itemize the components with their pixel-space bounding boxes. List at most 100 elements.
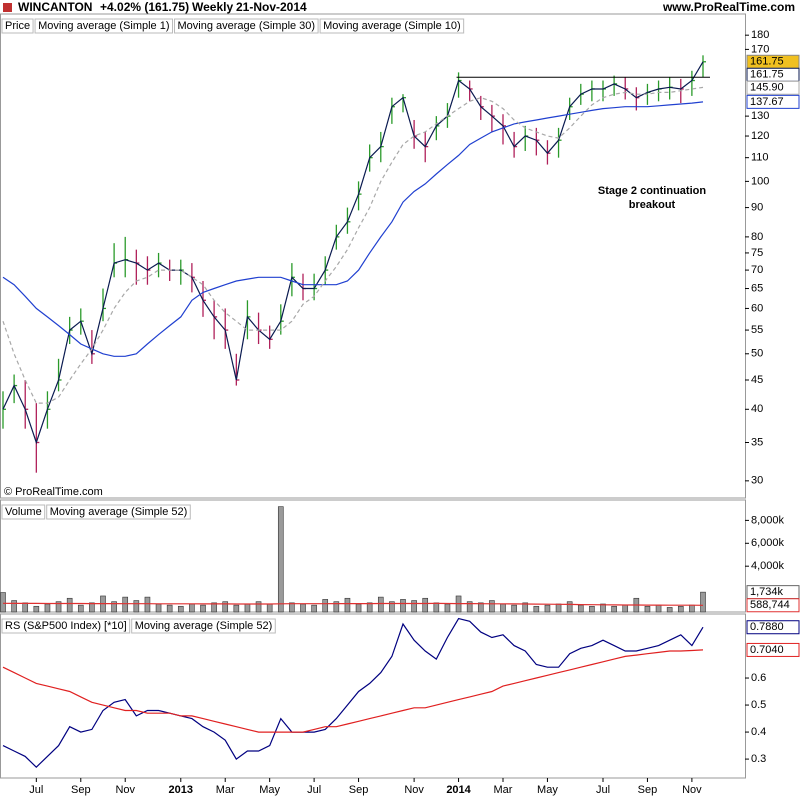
y-tick-label: 170	[751, 43, 769, 55]
volume-bar	[355, 603, 362, 613]
volume-bar	[177, 605, 184, 613]
volume-bar	[533, 605, 540, 613]
y-tick-label: 110	[751, 152, 769, 164]
volume-bar	[300, 603, 306, 613]
volume-bar	[266, 603, 273, 613]
volume-bar	[589, 605, 595, 613]
volume-bar	[577, 604, 584, 613]
legend-box	[1, 18, 34, 34]
panel-frame	[0, 13, 746, 499]
y-tick-label: 75	[751, 247, 763, 259]
y-tick-label: 35	[751, 436, 763, 448]
volume-bar	[89, 602, 95, 613]
value-label: 0.7040	[750, 644, 784, 656]
y-tick-label: 30	[751, 475, 763, 487]
series-line	[2, 86, 704, 404]
volume-bar	[466, 601, 473, 613]
x-tick-label: Sep	[71, 784, 91, 796]
x-tick-label: Nov	[115, 784, 135, 796]
volume-bar	[611, 605, 617, 613]
legend-box	[174, 18, 319, 34]
volume-bar	[66, 597, 73, 613]
value-box	[746, 642, 800, 657]
legend-entry: Moving average (Simple 30)	[178, 20, 316, 32]
y-tick-label: 0.4	[751, 726, 766, 738]
change: +4.02% (161.75)	[100, 0, 189, 14]
volume-bar	[489, 600, 495, 613]
volume-bar	[33, 605, 40, 613]
app-icon	[3, 3, 12, 12]
volume-bar	[122, 596, 129, 613]
annotation: breakout	[629, 199, 676, 211]
x-tick-label: Jul	[29, 784, 43, 796]
legend-box	[34, 18, 174, 34]
volume-bar	[644, 605, 651, 613]
volume-bar	[622, 604, 629, 613]
volume-bar	[666, 607, 673, 613]
y-tick-label: 90	[751, 201, 763, 213]
value-label: 145.90	[750, 82, 784, 94]
volume-bar	[111, 601, 117, 613]
series-line	[2, 602, 704, 606]
value-label: 588,744	[750, 599, 790, 611]
volume-bar	[544, 604, 551, 613]
y-tick-label: 45	[751, 374, 763, 386]
legend-box	[46, 504, 191, 520]
y-tick-label: 40	[751, 403, 763, 415]
x-tick-label: Mar	[216, 784, 235, 796]
y-tick-label: 120	[751, 130, 769, 142]
volume-bar	[477, 602, 484, 613]
volume-bar	[222, 601, 229, 613]
volume-bar	[566, 601, 573, 613]
volume-bar	[144, 596, 151, 613]
value-box	[746, 620, 800, 635]
volume-bar	[511, 604, 517, 613]
volume-bar	[189, 603, 195, 613]
legend-entry: RS (S&P500 Index) [*10]	[5, 620, 127, 632]
y-tick-label: 50	[751, 348, 763, 360]
y-tick-label: 70	[751, 264, 763, 276]
volume-bar	[555, 603, 562, 613]
volume-bar	[366, 602, 373, 613]
volume-bar	[500, 603, 506, 613]
series-line	[2, 649, 704, 733]
x-tick-label: Mar	[494, 784, 513, 796]
volume-bar	[44, 603, 51, 613]
date: 21-Nov-2014	[236, 0, 307, 14]
volume-bar	[133, 600, 140, 613]
volume-bar	[322, 599, 329, 613]
symbol: WINCANTON	[18, 0, 92, 14]
value-label: 1,734k	[750, 586, 784, 598]
legend-entry: Price	[5, 20, 30, 32]
y-tick-label: 0.5	[751, 699, 766, 711]
value-label: 137.67	[750, 96, 784, 108]
series-line	[2, 101, 704, 357]
volume-bar	[233, 604, 240, 613]
y-tick-label: 0.6	[751, 672, 766, 684]
volume-bar	[411, 600, 417, 613]
volume-bar	[155, 603, 162, 613]
legend-box	[319, 18, 465, 34]
legend-box	[1, 504, 46, 520]
volume-bar	[166, 604, 173, 613]
y-tick-label: 55	[751, 324, 763, 336]
x-tick-label: Nov	[682, 784, 702, 796]
volume-bar	[655, 604, 662, 613]
x-tick-label: May	[259, 784, 280, 796]
value-box	[746, 80, 800, 95]
x-tick-label: Nov	[404, 784, 424, 796]
x-tick-label: 2014	[446, 784, 471, 796]
y-tick-label: 6,000k	[751, 537, 785, 549]
y-tick-label: 8,000k	[751, 514, 785, 526]
volume-bar	[55, 601, 62, 613]
legend-entry: Moving average (Simple 10)	[323, 20, 461, 32]
y-tick-label: 60	[751, 302, 763, 314]
legend-entry: Moving average (Simple 52)	[50, 506, 188, 518]
volume-bar	[244, 603, 251, 613]
volume-bar	[444, 603, 451, 613]
y-tick-label: 0.3	[751, 753, 766, 765]
series-line	[2, 617, 704, 769]
annotation: Stage 2 continuation	[598, 185, 706, 197]
